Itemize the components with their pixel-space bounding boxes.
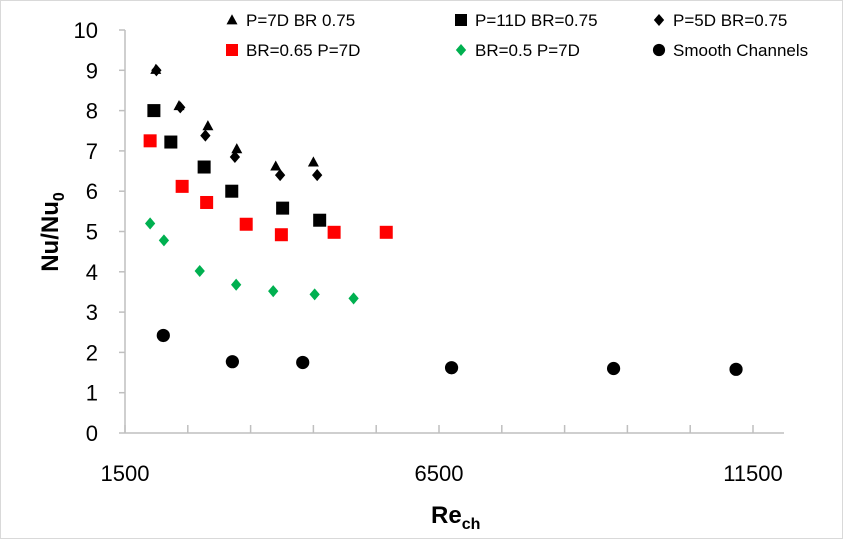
data-point bbox=[164, 135, 178, 149]
y-tick-label: 1 bbox=[86, 381, 98, 406]
data-point bbox=[197, 160, 211, 174]
data-point bbox=[225, 184, 239, 198]
legend-entry: P=11D BR=0.75 bbox=[455, 11, 598, 30]
data-point bbox=[379, 225, 393, 239]
data-point bbox=[156, 328, 170, 343]
legend-entry: Smooth Channels bbox=[652, 41, 808, 60]
legend-label: BR=0.5 P=7D bbox=[475, 41, 580, 60]
y-tick-label: 6 bbox=[86, 179, 98, 204]
data-point bbox=[296, 355, 310, 370]
data-point bbox=[313, 213, 327, 227]
x-tick-labels: 1500 6500 11500 bbox=[101, 461, 783, 486]
data-point bbox=[151, 64, 162, 77]
data-point bbox=[327, 225, 341, 239]
x-axis-ticks bbox=[124, 425, 754, 433]
legend-label: P=7D BR 0.75 bbox=[246, 11, 355, 30]
data-point bbox=[147, 104, 161, 118]
data-point bbox=[200, 195, 214, 209]
y-tick-label: 5 bbox=[86, 220, 98, 245]
legend-marker bbox=[226, 44, 238, 56]
legend-marker bbox=[226, 14, 238, 25]
legend-marker bbox=[455, 43, 467, 57]
data-point bbox=[348, 292, 359, 305]
y-tick-labels: 0 1 2 3 4 5 6 7 8 9 10 bbox=[74, 18, 98, 446]
data-point bbox=[194, 264, 205, 278]
series-square bbox=[143, 134, 393, 242]
data-point bbox=[444, 361, 459, 375]
data-point bbox=[231, 143, 243, 154]
legend-marker bbox=[653, 13, 665, 27]
x-tick-label: 6500 bbox=[415, 461, 464, 486]
legend-marker bbox=[455, 14, 467, 26]
legend-label: P=5D BR=0.75 bbox=[673, 11, 787, 30]
axes bbox=[119, 29, 784, 434]
data-point bbox=[274, 169, 286, 182]
y-tick-label: 0 bbox=[86, 421, 98, 446]
y-axis-ticks bbox=[119, 29, 125, 434]
data-point bbox=[729, 362, 743, 376]
y-axis-title: Nu/Nu0 bbox=[37, 192, 68, 272]
y-tick-label: 2 bbox=[86, 340, 98, 365]
y-tick-label: 8 bbox=[86, 99, 98, 124]
data-point bbox=[143, 134, 157, 148]
x-axis-title: Rech bbox=[431, 502, 480, 533]
data-point bbox=[225, 355, 239, 369]
series-diamond bbox=[151, 64, 323, 182]
data-points bbox=[143, 63, 743, 376]
legend-label: P=11D BR=0.75 bbox=[475, 11, 598, 30]
y-tick-label: 10 bbox=[74, 18, 98, 43]
series-circle bbox=[156, 328, 743, 376]
y-tick-label: 4 bbox=[86, 260, 98, 285]
data-point bbox=[268, 285, 279, 298]
data-point bbox=[606, 361, 621, 376]
y-tick-label: 3 bbox=[86, 300, 98, 325]
legend-entry: BR=0.5 P=7D bbox=[455, 41, 580, 60]
data-point bbox=[312, 169, 323, 182]
series-square bbox=[147, 104, 327, 227]
data-point bbox=[202, 120, 214, 131]
legend-entry: P=7D BR 0.75 bbox=[226, 11, 355, 30]
data-point bbox=[229, 150, 241, 163]
y-tick-label: 9 bbox=[86, 58, 98, 83]
x-tick-label: 1500 bbox=[101, 461, 150, 486]
data-point bbox=[144, 217, 156, 230]
legend-label: Smooth Channels bbox=[673, 41, 808, 60]
data-point bbox=[307, 156, 319, 167]
data-point bbox=[175, 179, 189, 193]
y-tick-label: 7 bbox=[86, 139, 98, 164]
legend-label: BR=0.65 P=7D bbox=[246, 41, 360, 60]
series-diamond bbox=[144, 217, 359, 305]
legend-marker bbox=[652, 43, 666, 57]
data-point bbox=[239, 217, 253, 231]
data-point bbox=[274, 228, 288, 242]
data-point bbox=[270, 160, 282, 171]
data-point bbox=[200, 129, 211, 142]
data-point bbox=[309, 288, 320, 301]
legend-entry: BR=0.65 P=7D bbox=[226, 41, 360, 60]
data-point bbox=[276, 201, 290, 215]
data-point bbox=[175, 101, 186, 114]
data-point bbox=[158, 234, 170, 247]
legend-entry: P=5D BR=0.75 bbox=[653, 11, 787, 30]
x-tick-label: 11500 bbox=[723, 461, 783, 486]
legend: P=7D BR 0.75 P=11D BR=0.75 P=5D BR=0.75 BR=… bbox=[226, 11, 808, 60]
data-point bbox=[231, 278, 242, 291]
